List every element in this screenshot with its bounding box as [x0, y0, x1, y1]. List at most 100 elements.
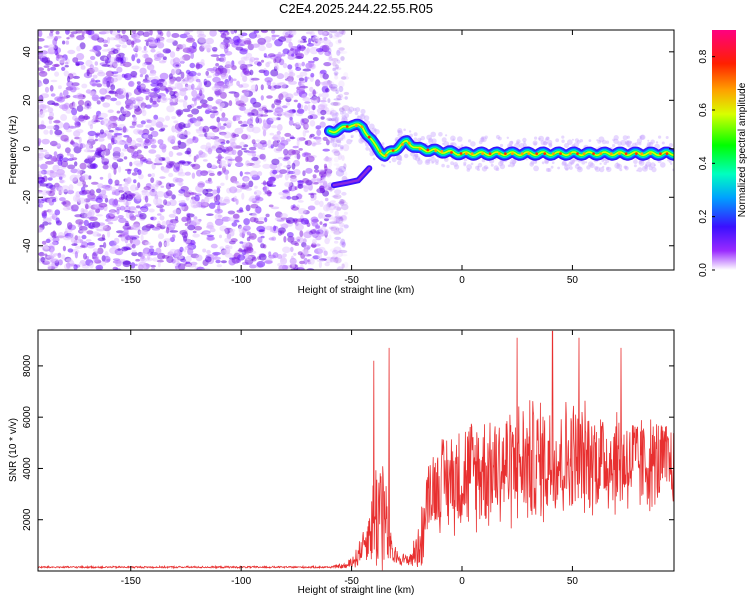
noise-speck [156, 53, 165, 58]
halo-dot [425, 159, 430, 164]
noise-speck [49, 140, 58, 147]
noise-speck [38, 191, 42, 195]
noise-speck [175, 64, 180, 67]
noise-speck [112, 60, 119, 68]
noise-speck [321, 44, 330, 53]
noise-speck [45, 238, 51, 244]
noise-speck [271, 103, 275, 109]
halo-dot [506, 136, 509, 139]
halo-dot [484, 135, 488, 139]
noise-speck [117, 199, 126, 203]
noise-speck [91, 94, 100, 102]
noise-speck [122, 186, 129, 193]
noise-speck [100, 158, 110, 162]
noise-speck [324, 197, 329, 202]
noise-speck [305, 139, 312, 146]
noise-speck [169, 230, 179, 233]
noise-speck [308, 60, 315, 68]
noise-speck [118, 190, 125, 193]
noise-speck [192, 201, 197, 205]
noise-speck [63, 70, 69, 77]
noise-speck [321, 31, 327, 37]
noise-speck [117, 248, 121, 251]
noise-speck [303, 245, 311, 250]
noise-speck [256, 139, 260, 142]
noise-speck [200, 205, 206, 209]
noise-speck [112, 49, 119, 54]
noise-speck [51, 235, 57, 239]
noise-speck [229, 240, 236, 245]
halo-dot [341, 117, 346, 122]
noise-speck [101, 189, 107, 196]
noise-speck [236, 100, 240, 105]
noise-speck [316, 259, 325, 263]
noise-speck [335, 139, 341, 143]
halo-dot [424, 159, 431, 166]
noise-speck [260, 95, 264, 101]
noise-speck [238, 103, 247, 107]
noise-speck [284, 71, 289, 79]
noise-speck [276, 124, 283, 131]
noise-speck [120, 236, 125, 242]
noise-speck [160, 127, 166, 131]
ridge-peak-dot [576, 152, 579, 156]
noise-speck [314, 200, 320, 206]
noise-speck [212, 256, 221, 260]
noise-speck [38, 60, 41, 65]
noise-speck [83, 114, 89, 121]
noise-speck [49, 30, 54, 34]
noise-speck [292, 145, 299, 149]
noise-speck [305, 167, 313, 174]
noise-speck [328, 56, 333, 61]
noise-speck [99, 88, 108, 95]
noise-speck [166, 105, 175, 113]
halo-dot [397, 128, 403, 134]
halo-dot [399, 158, 403, 162]
halo-dot [645, 161, 652, 168]
noise-speck [235, 198, 239, 205]
noise-speck [173, 120, 179, 124]
noise-speck [171, 125, 176, 133]
noise-speck [88, 175, 92, 180]
noise-speck [210, 243, 218, 249]
halo-dot [414, 153, 419, 158]
noise-speck [71, 243, 78, 247]
noise-speck [178, 122, 186, 130]
halo-dot [596, 139, 599, 142]
noise-speck [131, 172, 138, 176]
noise-speck [141, 50, 148, 54]
noise-speck [157, 95, 162, 99]
noise-speck [38, 70, 48, 77]
noise-speck [322, 136, 328, 141]
noise-speck [297, 208, 307, 215]
noise-speck [264, 217, 268, 223]
noise-speck [204, 195, 214, 200]
noise-speck [183, 32, 190, 35]
noise-speck [328, 118, 336, 122]
snr-frame [37, 329, 675, 572]
noise-speck [57, 232, 65, 239]
noise-speck [109, 209, 116, 217]
halo-dot [598, 136, 605, 143]
noise-speck [124, 139, 132, 146]
noise-speck [70, 232, 75, 238]
noise-speck [71, 82, 80, 87]
halo-dot [336, 112, 339, 115]
noise-speck [219, 91, 227, 99]
noise-speck [290, 259, 296, 262]
noise-speck [149, 245, 154, 248]
noise-speck [90, 33, 98, 41]
noise-speck [75, 63, 80, 66]
halo-dot [368, 123, 375, 130]
noise-speck [333, 150, 341, 157]
noise-speck [335, 39, 342, 45]
noise-speck [59, 197, 66, 202]
noise-speck [76, 53, 85, 61]
noise-speck [38, 38, 45, 42]
noise-speck [38, 94, 44, 102]
noise-speck [297, 200, 304, 203]
y-tick-label: 40 [22, 46, 33, 58]
noise-speck [341, 134, 346, 140]
noise-speck [77, 235, 81, 242]
noise-speck [202, 159, 208, 162]
